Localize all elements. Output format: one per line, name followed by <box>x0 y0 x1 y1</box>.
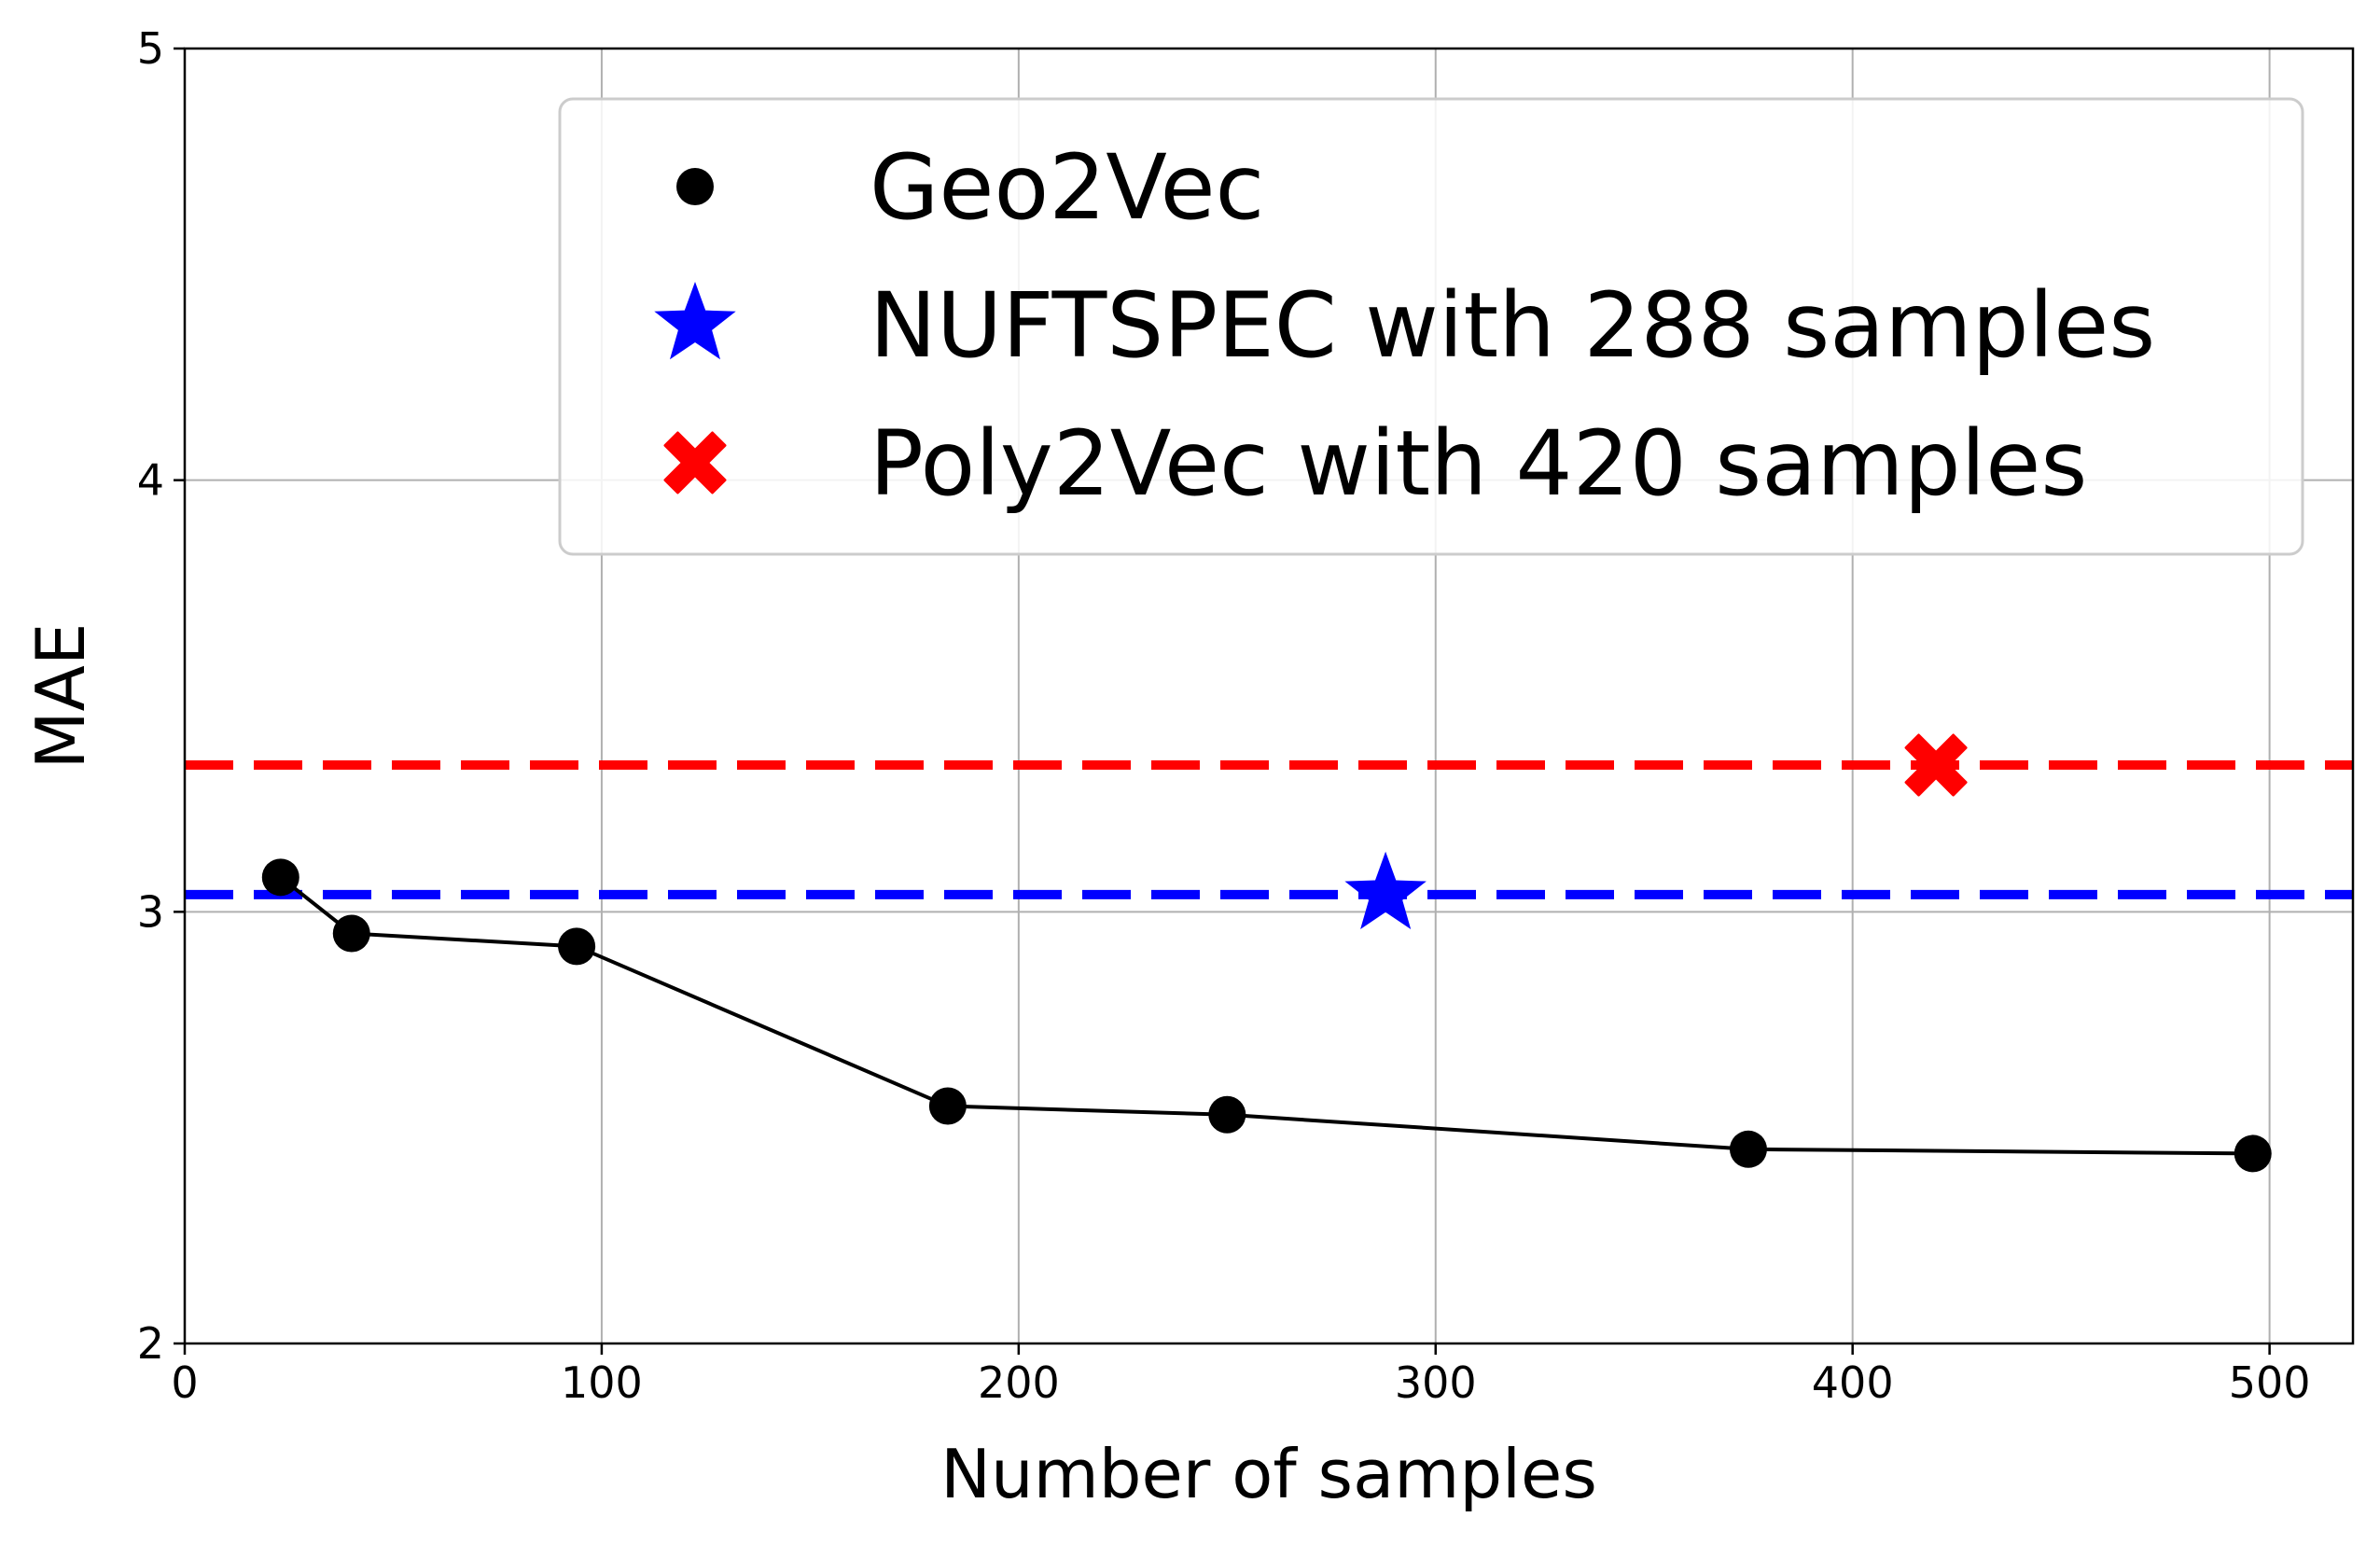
legend-x-marker <box>663 431 727 494</box>
data-point <box>928 1087 967 1125</box>
x-tick-label: 100 <box>561 1357 643 1408</box>
x-axis-ticks: 0 100 200 300 400 500 <box>171 1343 2311 1408</box>
reference-lines <box>185 760 2353 899</box>
reference-points <box>1344 733 1968 929</box>
legend-box <box>558 97 2304 556</box>
data-point <box>2234 1134 2272 1173</box>
legend-star-marker <box>654 282 736 360</box>
legend-circle-marker <box>676 168 714 205</box>
data-point <box>558 927 596 966</box>
x-marker <box>1904 733 1968 797</box>
y-axis-ticks: 2 3 4 5 <box>137 23 185 1369</box>
x-tick-label: 400 <box>1812 1357 1894 1408</box>
legend-label: Geo2Vec <box>870 135 1264 240</box>
legend-label: NUFTSPEC with 288 samples <box>870 273 2155 378</box>
y-tick-label: 5 <box>137 23 164 74</box>
x-tick-label: 500 <box>2229 1357 2311 1408</box>
data-series <box>261 858 2272 1173</box>
y-axis-label: MAE <box>21 623 100 770</box>
legend-label: Poly2Vec with 420 samples <box>870 411 2087 516</box>
legend: Geo2Vec NUFTSPEC with 288 samples Poly2Vec… <box>558 97 2304 556</box>
y-tick-label: 2 <box>137 1318 164 1369</box>
plot-frame <box>183 47 2355 1345</box>
y-tick-label: 4 <box>137 455 164 506</box>
star-marker <box>1344 851 1427 929</box>
x-axis-label: Number of samples <box>940 1435 1597 1513</box>
y-tick-label: 3 <box>137 886 164 937</box>
data-point <box>332 914 370 953</box>
x-tick-label: 300 <box>1395 1357 1477 1408</box>
data-point <box>1208 1095 1246 1134</box>
x-tick-label: 200 <box>978 1357 1060 1408</box>
x-tick-label: 0 <box>171 1357 198 1408</box>
data-point <box>261 858 299 897</box>
data-point <box>1729 1130 1767 1168</box>
